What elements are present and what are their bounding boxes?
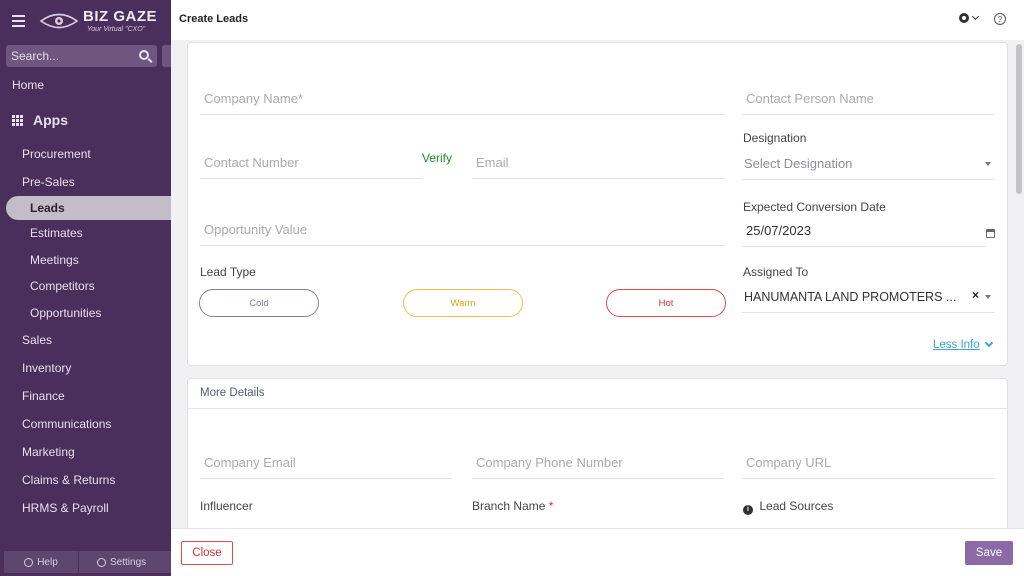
apps-label: Apps xyxy=(33,112,68,128)
company-name-field[interactable]: Company Name* xyxy=(200,81,724,115)
lead-type-hot-button[interactable]: Hot xyxy=(606,289,726,317)
logo[interactable]: BIZ GAZE Your Virtual "CXO" xyxy=(39,9,157,33)
contact-number-field[interactable]: Contact Number xyxy=(200,145,423,179)
help-button[interactable]: Help xyxy=(4,551,79,573)
lead-sources-label: i Lead Sources xyxy=(743,499,833,515)
calendar-icon[interactable] xyxy=(986,229,995,238)
company-phone-placeholder: Company Phone Number xyxy=(476,455,623,470)
less-info-label: Less Info xyxy=(933,339,980,351)
opportunity-value-placeholder: Opportunity Value xyxy=(204,222,308,237)
clear-icon[interactable]: × xyxy=(971,288,979,302)
sidebar-nav: Home Apps Procurement Pre-Sales Leads Es… xyxy=(0,70,171,522)
more-details-card: More Details Company Email Company Phone… xyxy=(187,378,1008,528)
search-input[interactable] xyxy=(11,49,133,63)
sidebar-item-communications[interactable]: Communications xyxy=(22,417,112,431)
lead-type-cold-button[interactable]: Cold xyxy=(199,289,319,317)
gear-dropdown[interactable] xyxy=(959,12,980,23)
settings-button[interactable]: Settings xyxy=(79,551,171,573)
sidebar: BIZ GAZE Your Virtual "CXO" Home Apps Pr… xyxy=(0,0,171,576)
sidebar-search xyxy=(6,45,157,67)
sidebar-top: BIZ GAZE Your Virtual "CXO" xyxy=(0,0,171,42)
company-name-placeholder: Company Name* xyxy=(204,91,303,106)
search-icon[interactable] xyxy=(139,50,149,60)
designation-placeholder: Select Designation xyxy=(744,156,853,171)
expected-conversion-date-field[interactable]: 25/07/2023 xyxy=(742,213,986,247)
lead-type-label: Lead Type xyxy=(200,265,256,279)
sidebar-item-inventory[interactable]: Inventory xyxy=(22,361,72,375)
hamburger-menu-icon[interactable] xyxy=(12,15,25,27)
required-mark: * xyxy=(548,499,554,513)
chevron-down-icon xyxy=(971,12,980,21)
page-header: Create Leads ? xyxy=(171,0,1024,40)
sidebar-item-sales[interactable]: Sales xyxy=(22,333,53,347)
sidebar-item-procurement[interactable]: Procurement xyxy=(22,147,91,161)
contact-person-placeholder: Contact Person Name xyxy=(746,91,874,106)
logo-eye-icon xyxy=(39,13,79,29)
logo-tagline: Your Virtual "CXO" xyxy=(87,26,146,33)
designation-select[interactable]: Select Designation xyxy=(742,146,995,180)
sidebar-item-hrms-payroll[interactable]: HRMS & Payroll xyxy=(22,501,109,515)
caret-down-icon xyxy=(985,295,991,299)
more-details-title: More Details xyxy=(200,387,265,399)
sidebar-item-apps[interactable]: Apps xyxy=(0,100,171,140)
logo-text: BIZ GAZE xyxy=(83,8,157,25)
expected-conversion-label: Expected Conversion Date xyxy=(743,200,886,214)
sidebar-footer: Help Settings xyxy=(4,551,171,573)
lead-type-warm-button[interactable]: Warm xyxy=(403,289,523,317)
sidebar-item-meetings[interactable]: Meetings xyxy=(30,252,79,267)
branch-name-label: Branch Name * xyxy=(472,499,553,513)
assigned-to-value: HANUMANTA LAND PROMOTERS ... xyxy=(744,290,957,304)
assigned-to-label: Assigned To xyxy=(743,265,809,279)
sidebar-item-leads[interactable]: Leads xyxy=(6,196,171,220)
settings-label: Settings xyxy=(110,556,147,568)
scrollbar-thumb[interactable] xyxy=(1016,44,1022,194)
sidebar-item-claims-returns[interactable]: Claims & Returns xyxy=(22,473,116,487)
form-footer: Close Save xyxy=(171,528,1024,576)
search-extra-button[interactable] xyxy=(162,45,171,67)
email-placeholder: Email xyxy=(476,155,509,170)
branch-name-text: Branch Name xyxy=(472,499,546,513)
designation-label: Designation xyxy=(743,131,807,145)
help-circle-icon xyxy=(24,557,34,567)
company-email-placeholder: Company Email xyxy=(204,455,296,470)
page-title: Create Leads xyxy=(179,13,249,25)
contact-person-field[interactable]: Contact Person Name xyxy=(742,81,995,115)
expected-conversion-value: 25/07/2023 xyxy=(746,223,812,238)
chevron-down-icon xyxy=(984,338,993,348)
info-icon: i xyxy=(743,505,753,515)
lead-sources-text: Lead Sources xyxy=(759,499,834,513)
opportunity-value-field[interactable]: Opportunity Value xyxy=(200,212,724,246)
assigned-to-select[interactable]: HANUMANTA LAND PROMOTERS ... × xyxy=(742,279,995,313)
save-button[interactable]: Save xyxy=(965,541,1013,565)
settings-gear-icon xyxy=(97,557,106,567)
sidebar-item-marketing[interactable]: Marketing xyxy=(22,445,75,459)
company-phone-field[interactable]: Company Phone Number xyxy=(472,445,724,479)
more-details-header: More Details xyxy=(188,379,1007,409)
sidebar-item-finance[interactable]: Finance xyxy=(22,389,65,403)
gear-icon xyxy=(959,13,969,23)
sidebar-item-opportunities[interactable]: Opportunities xyxy=(30,305,102,320)
email-field[interactable]: Email xyxy=(472,145,724,179)
grid-icon xyxy=(12,114,23,126)
caret-down-icon xyxy=(985,162,991,166)
company-email-field[interactable]: Company Email xyxy=(200,445,452,479)
close-button[interactable]: Close xyxy=(181,541,233,565)
contact-number-placeholder: Contact Number xyxy=(204,155,299,170)
sidebar-item-pre-sales[interactable]: Pre-Sales xyxy=(22,175,75,189)
verify-link[interactable]: Verify xyxy=(422,151,453,165)
main-content: Company Name* Contact Person Name Contac… xyxy=(171,40,1024,528)
company-url-field[interactable]: Company URL xyxy=(742,445,995,479)
less-info-toggle[interactable]: Less Info xyxy=(933,338,993,351)
sidebar-item-home[interactable]: Home xyxy=(12,78,45,92)
company-url-placeholder: Company URL xyxy=(746,455,832,470)
lead-info-card: Company Name* Contact Person Name Contac… xyxy=(187,42,1008,366)
question-icon[interactable]: ? xyxy=(994,13,1006,25)
sidebar-item-competitors[interactable]: Competitors xyxy=(30,279,95,294)
sidebar-item-estimates[interactable]: Estimates xyxy=(30,226,83,241)
influencer-label: Influencer xyxy=(200,499,253,513)
help-label: Help xyxy=(37,556,58,568)
